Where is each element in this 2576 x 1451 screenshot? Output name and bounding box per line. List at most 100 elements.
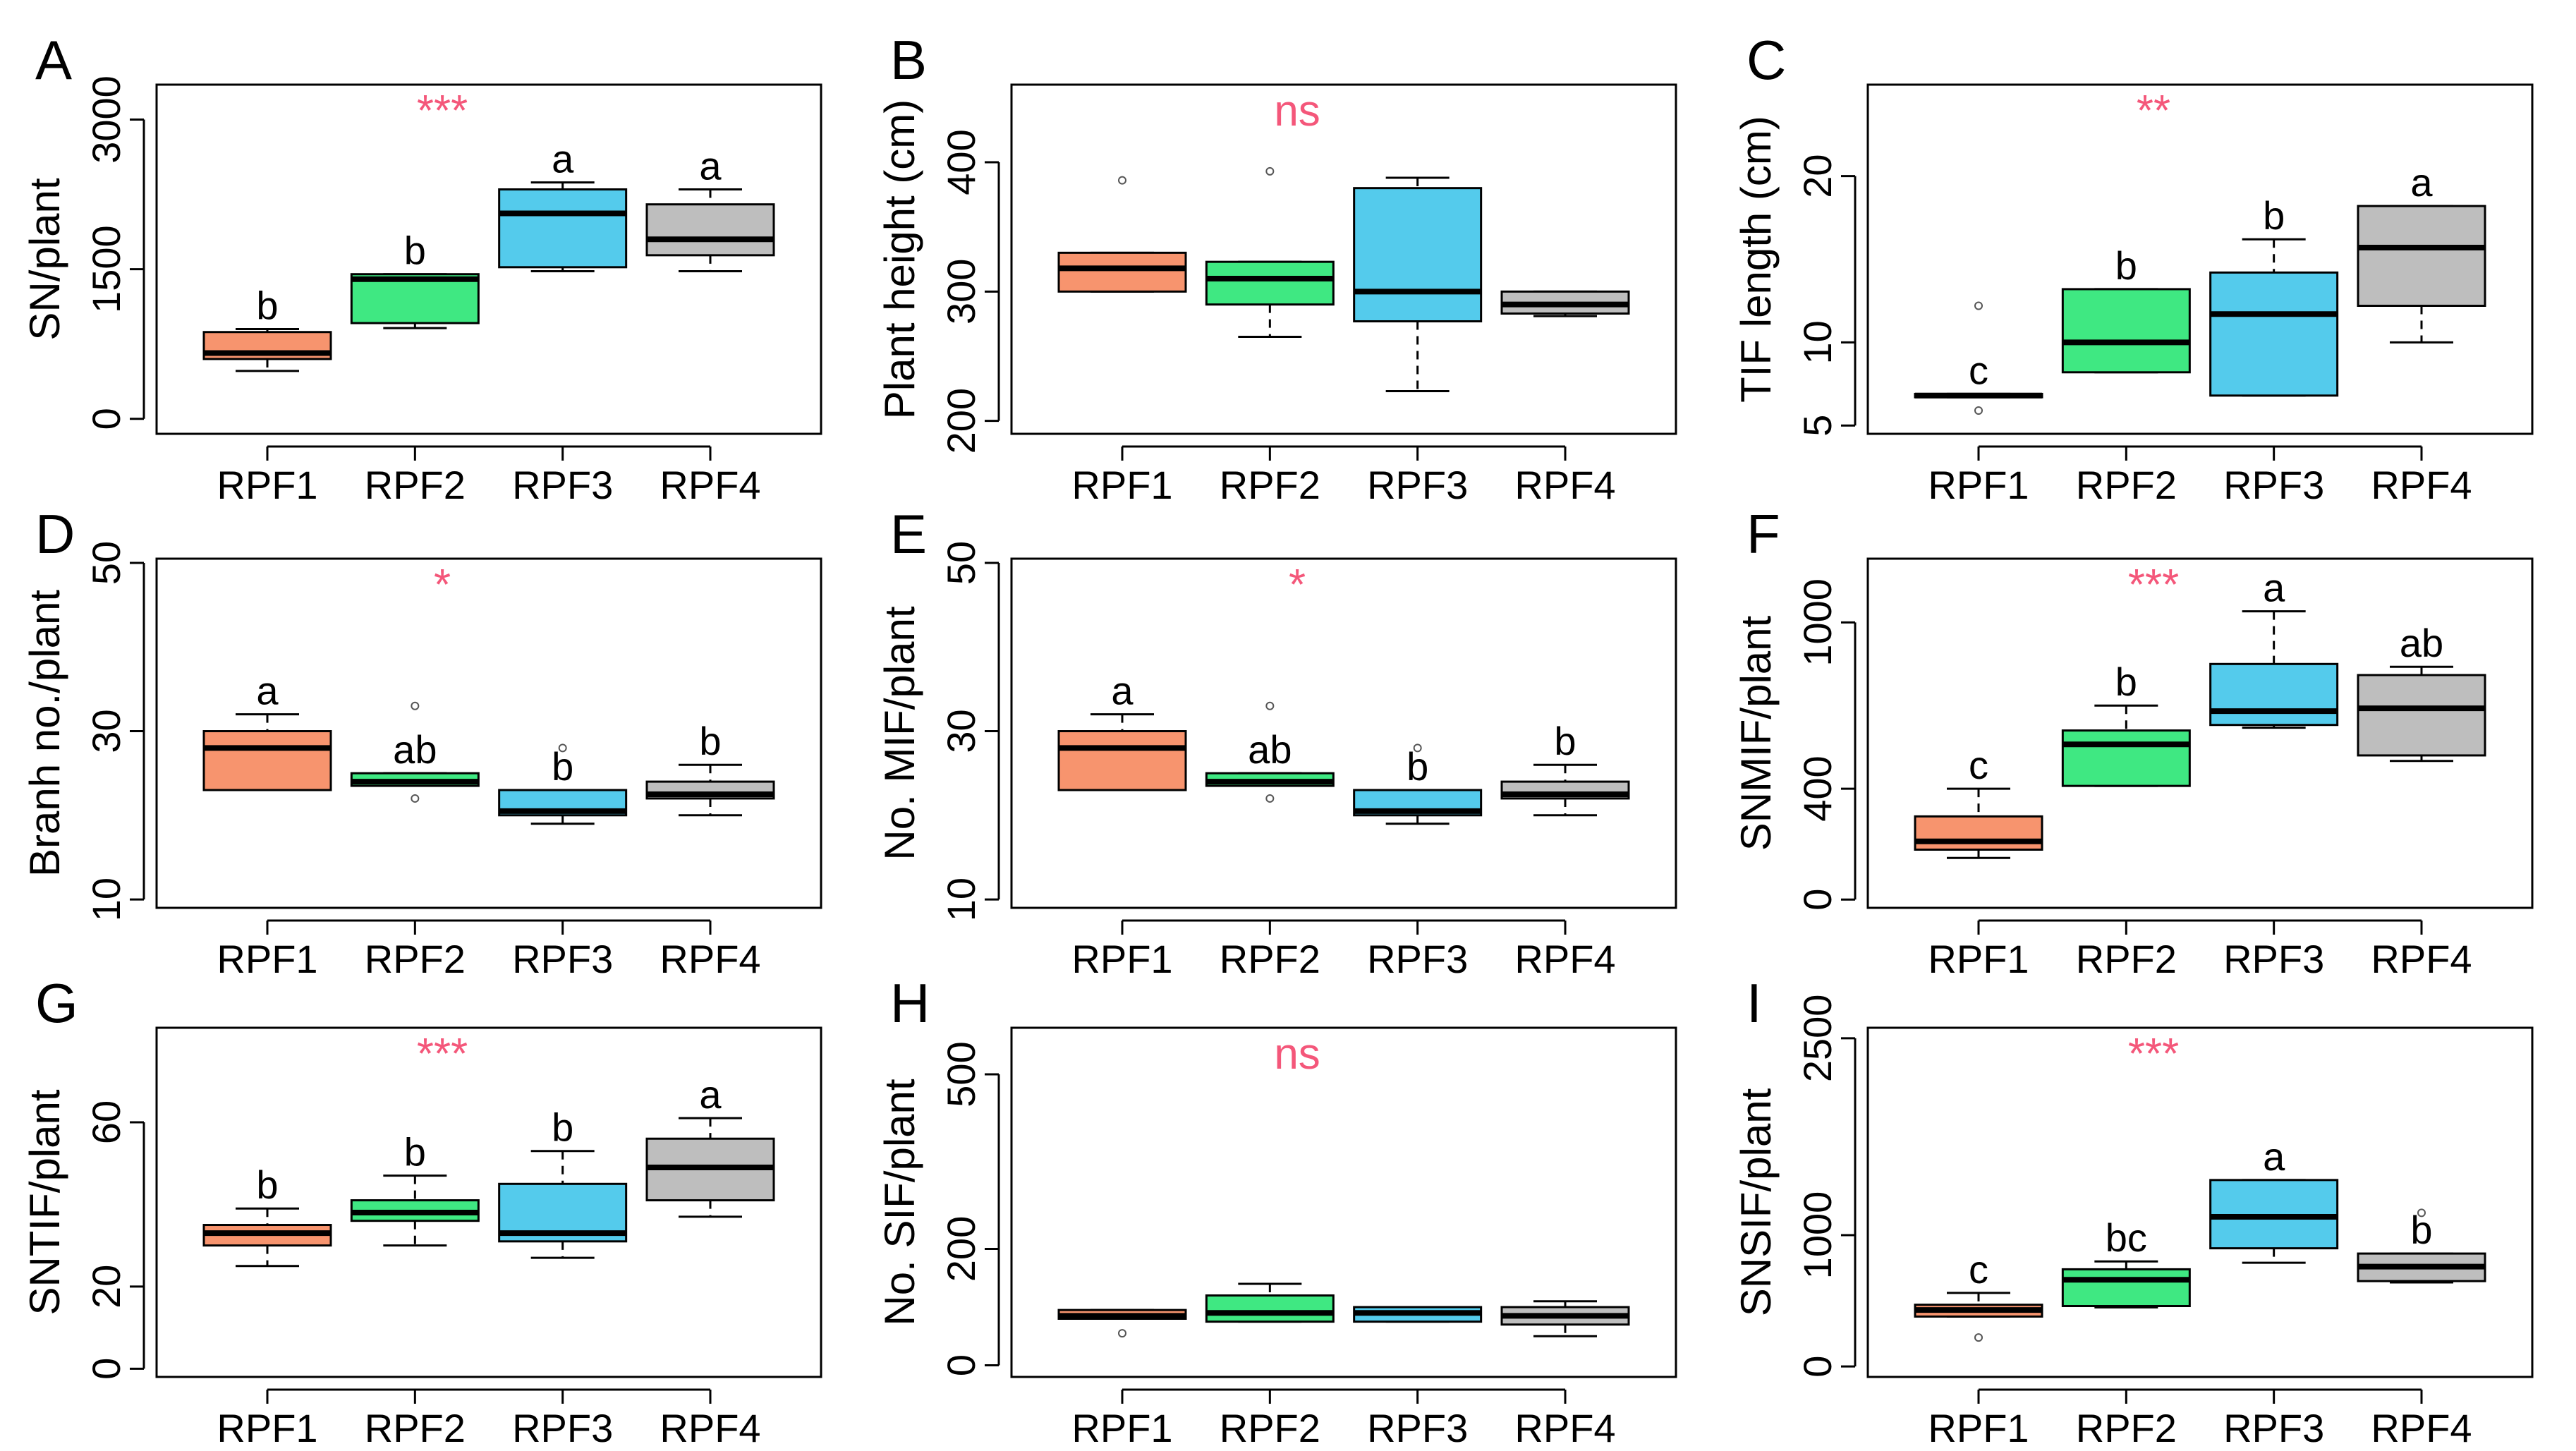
panel-c-box-rpf1: c [1914, 301, 2043, 415]
panel-c-xtick-label: RPF1 [1928, 463, 2029, 507]
iqr-box [1057, 730, 1187, 791]
outlier-point [411, 794, 420, 803]
outlier-point [558, 743, 567, 753]
group-letter: ab [1248, 727, 1292, 772]
iqr-box [2357, 674, 2486, 757]
panel-h-xtick-label: RPF1 [1071, 1406, 1172, 1450]
panel-c: C 5 10 20 TIF length (cm) RPF1 RPF2 RPF3 RPF4 ** c… [1732, 29, 2534, 507]
panel-c-ytick-label: 20 [1795, 154, 1840, 198]
panel-i-xtick-label: RPF2 [2076, 1406, 2177, 1450]
panel-e-box-rpf2: ab [1205, 701, 1335, 803]
panel-d-letter: D [35, 503, 75, 565]
panel-c-box-rpf3: b [2209, 193, 2339, 397]
outlier-point [1974, 406, 1983, 415]
group-letter: b [699, 719, 721, 763]
panel-c-xtick-label: RPF4 [2371, 463, 2472, 507]
panel-b-ylabel: Plant height (cm) [876, 99, 923, 420]
iqr-box [2357, 205, 2486, 308]
panel-i-xtick-label: RPF3 [2223, 1406, 2324, 1450]
panel-g-box-rpf3: b [498, 1105, 628, 1259]
panel-a-significance: *** [417, 87, 468, 135]
panel-h-frame [1010, 1026, 1677, 1378]
group-letter: ab [393, 727, 437, 772]
panel-c-box-rpf2: b [2061, 243, 2191, 374]
iqr-box [498, 188, 628, 269]
iqr-box [645, 203, 775, 257]
panel-i: I 0 1000 2500 SNSIF/plant RPF1 RPF2 RPF3 RPF4 ***… [1732, 972, 2534, 1450]
group-letter: bc [2106, 1215, 2147, 1260]
panel-g-xtick-label: RPF4 [660, 1406, 760, 1450]
panel-h-xtick-label: RPF3 [1367, 1406, 1468, 1450]
panel-i-frame [1866, 1026, 2534, 1378]
panel-d-box-rpf3: b [498, 743, 628, 825]
panel-b-xtick-label: RPF1 [1071, 463, 1172, 507]
panel-e-box-rpf3: b [1353, 743, 1483, 825]
panel-f-xtick-label: RPF1 [1928, 937, 2029, 981]
group-letter: b [1554, 719, 1576, 763]
panel-f-xtick-label: RPF3 [2223, 937, 2324, 981]
group-letter: a [256, 669, 279, 713]
panel-i-box-rpf3: a [2209, 1134, 2339, 1264]
panel-b-xtick-label: RPF3 [1367, 463, 1468, 507]
panel-b-box-rpf1 [1057, 176, 1187, 293]
panel-h-ylabel: No. SIF/plant [876, 1079, 923, 1325]
panel-i-xtick-label: RPF4 [2371, 1406, 2472, 1450]
panel-c-xtick-label: RPF3 [2223, 463, 2324, 507]
panel-b-ytick-label: 300 [939, 259, 983, 324]
outlier-point [1974, 301, 1983, 310]
outlier-point [1118, 1329, 1126, 1338]
panel-f-ylabel: SNMIF/plant [1732, 615, 1780, 851]
panel-a-ylabel: SN/plant [21, 178, 68, 340]
panel-c-ytick-label: 5 [1795, 415, 1840, 437]
group-letter: b [256, 1162, 278, 1207]
panel-e-ytick-label: 50 [939, 541, 983, 585]
panel-a-box-rpf3: a [498, 137, 628, 272]
panel-e-frame [1010, 557, 1677, 909]
iqr-box [1914, 815, 2043, 851]
panel-e: E 10 30 50 No. MIF/plant RPF1 RPF2 RPF3 RPF4 * a ab… [876, 503, 1677, 981]
panel-a-frame [155, 83, 822, 435]
group-letter: b [2115, 243, 2137, 288]
panel-g-letter: G [35, 972, 78, 1034]
panel-b-box-rpf4 [1500, 290, 1630, 317]
panel-f-ytick-label: 400 [1795, 755, 1840, 821]
group-letter: b [552, 1105, 573, 1150]
group-letter: b [404, 229, 426, 273]
panel-b-box-rpf2 [1205, 166, 1335, 338]
panel-f-letter: F [1746, 503, 1780, 565]
panel-i-box-rpf4: b [2357, 1208, 2486, 1284]
panel-a-ytick-label: 3000 [84, 75, 128, 164]
panel-a-xtick-label: RPF2 [365, 463, 466, 507]
panel-c-ytick-label: 10 [1795, 320, 1840, 364]
group-letter: b [2263, 193, 2285, 238]
panel-d-xtick-label: RPF1 [217, 937, 317, 981]
panel-a-letter: A [35, 29, 72, 91]
panel-d-frame [155, 557, 822, 909]
panel-g-box-rpf4: a [645, 1072, 775, 1218]
group-letter: a [552, 137, 574, 181]
panel-g-ytick-label: 0 [84, 1358, 128, 1380]
iqr-box [202, 730, 332, 791]
group-letter: a [2410, 160, 2433, 205]
panel-h-box-rpf2 [1205, 1282, 1335, 1323]
panel-f-box-rpf4: ab [2357, 621, 2486, 763]
panel-i-ytick-label: 0 [1795, 1356, 1840, 1378]
panel-h-box-rpf3 [1353, 1306, 1483, 1323]
panel-d-box-rpf4: b [645, 719, 775, 817]
panel-e-xtick-label: RPF4 [1514, 937, 1615, 981]
panel-g-significance: *** [417, 1030, 468, 1079]
panel-h-ytick-label: 500 [939, 1041, 983, 1107]
panel-h-significance: ns [1274, 1030, 1320, 1079]
panel-d-box-rpf2: ab [350, 701, 480, 803]
panel-h-xtick-label: RPF4 [1514, 1406, 1615, 1450]
panel-g-ylabel: SNTIF/plant [21, 1089, 68, 1315]
panel-g-xtick-label: RPF1 [217, 1406, 317, 1450]
group-letter: b [2115, 660, 2137, 704]
panel-b-ytick-label: 200 [939, 388, 983, 454]
panel-c-ylabel: TIF length (cm) [1732, 116, 1780, 403]
iqr-box [2209, 271, 2339, 397]
iqr-box [2061, 729, 2191, 787]
panel-b: B 200 300 400 Plant height (cm) RPF1 RPF2 RPF3 R… [876, 29, 1677, 507]
panel-b-box-rpf3 [1353, 176, 1483, 392]
